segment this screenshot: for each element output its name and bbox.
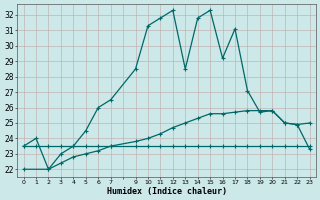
X-axis label: Humidex (Indice chaleur): Humidex (Indice chaleur) bbox=[107, 187, 227, 196]
